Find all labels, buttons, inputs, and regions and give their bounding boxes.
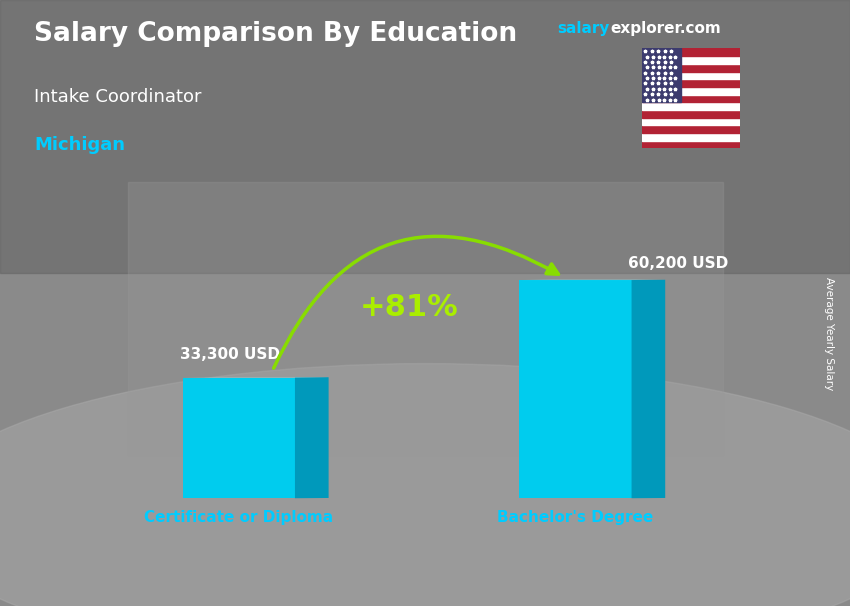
Text: 60,200 USD: 60,200 USD <box>628 256 728 271</box>
Bar <box>642 133 740 141</box>
Polygon shape <box>519 280 632 498</box>
Bar <box>642 110 740 118</box>
Bar <box>642 102 740 110</box>
Text: Intake Coordinator: Intake Coordinator <box>34 88 201 106</box>
Text: +81%: +81% <box>360 293 458 322</box>
Bar <box>642 118 740 125</box>
Text: Salary Comparison By Education: Salary Comparison By Education <box>34 21 517 47</box>
Bar <box>642 48 740 56</box>
Bar <box>642 72 740 79</box>
Polygon shape <box>295 378 329 498</box>
Bar <box>0 0 850 273</box>
Bar <box>642 79 740 87</box>
Bar <box>642 64 740 72</box>
Text: Bachelor's Degree: Bachelor's Degree <box>497 510 654 525</box>
Text: Michigan: Michigan <box>34 136 125 155</box>
Ellipse shape <box>0 364 850 606</box>
Bar <box>642 87 740 95</box>
Polygon shape <box>183 378 295 498</box>
Polygon shape <box>632 280 666 498</box>
Text: Certificate or Diploma: Certificate or Diploma <box>144 510 333 525</box>
Bar <box>642 48 681 102</box>
Bar <box>642 125 740 133</box>
Bar <box>642 56 740 64</box>
Text: salary: salary <box>557 21 609 36</box>
Bar <box>128 182 722 454</box>
Text: explorer.com: explorer.com <box>610 21 721 36</box>
Text: 33,300 USD: 33,300 USD <box>179 347 280 362</box>
Bar <box>642 95 740 102</box>
Text: Average Yearly Salary: Average Yearly Salary <box>824 277 834 390</box>
Bar <box>642 141 740 148</box>
